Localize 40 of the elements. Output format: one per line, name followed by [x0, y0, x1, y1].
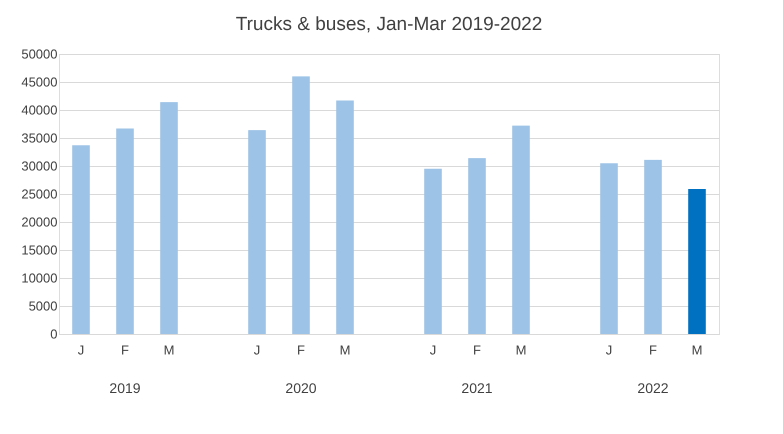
chart-title: Trucks & buses, Jan-Mar 2019-2022 [236, 14, 542, 35]
y-tick-label: 30000 [21, 158, 58, 174]
y-tick-label: 50000 [21, 46, 58, 62]
x-tick-label: F [649, 342, 658, 358]
y-tick-label: 35000 [21, 130, 58, 146]
bar [336, 100, 354, 334]
x-tick-label: F [473, 342, 482, 358]
bar [248, 130, 266, 334]
x-tick-label: J [78, 342, 84, 358]
y-tick-label: 15000 [21, 242, 58, 258]
x-tick-label: F [121, 342, 130, 358]
x-tick-label: J [606, 342, 612, 358]
y-tick-label: 5000 [28, 298, 58, 314]
x-tick-label: M [516, 342, 526, 358]
y-tick-label: 25000 [21, 186, 58, 202]
bar [160, 102, 178, 334]
y-tick-label: 10000 [21, 270, 58, 286]
x-tick-label: J [430, 342, 436, 358]
x-tick-label: M [692, 342, 702, 358]
text: 2019 [109, 380, 141, 396]
text: 2020 [285, 380, 317, 396]
bar [72, 145, 90, 334]
bar [600, 163, 618, 334]
y-tick-label: 45000 [21, 74, 58, 90]
bar [468, 158, 486, 334]
bar [292, 76, 310, 334]
bar [688, 188, 706, 334]
bar [644, 160, 662, 334]
text: 2021 [461, 380, 493, 396]
y-tick-label: 0 [50, 326, 58, 342]
x-tick-label: J [254, 342, 260, 358]
x-tick-label: M [340, 342, 350, 358]
y-tick-label: 20000 [21, 214, 58, 230]
y-tick-label: 40000 [21, 102, 58, 118]
bar [116, 128, 134, 334]
x-tick-label: M [164, 342, 174, 358]
text: 2022 [637, 380, 669, 396]
bar [512, 126, 530, 334]
bar [424, 168, 442, 334]
x-tick-label: F [297, 342, 306, 358]
